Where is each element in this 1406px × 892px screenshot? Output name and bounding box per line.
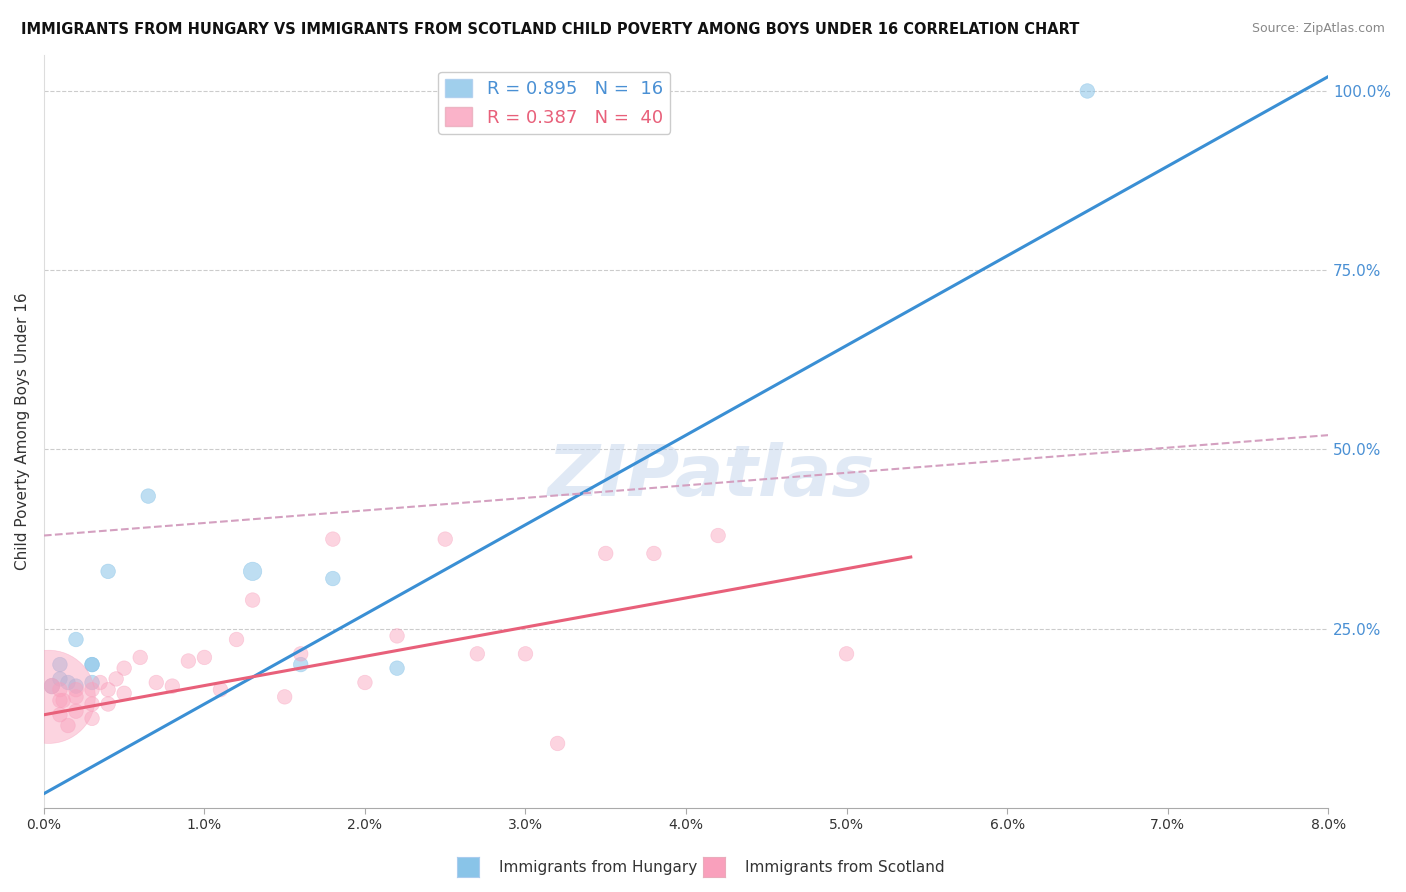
- Point: [65, 704, 87, 718]
- Point: [434, 532, 457, 546]
- Point: [145, 675, 167, 690]
- Point: [515, 647, 537, 661]
- Text: Source: ZipAtlas.com: Source: ZipAtlas.com: [1251, 22, 1385, 36]
- Point: [56, 718, 79, 732]
- Text: Immigrants from Hungary: Immigrants from Hungary: [499, 860, 697, 874]
- Point: [49, 693, 72, 707]
- Point: [595, 546, 617, 560]
- Point: [97, 565, 120, 579]
- Point: [835, 647, 858, 661]
- Point: [112, 661, 135, 675]
- Point: [354, 675, 377, 690]
- Point: [547, 736, 569, 750]
- Text: Immigrants from Scotland: Immigrants from Scotland: [745, 860, 945, 874]
- Point: [49, 707, 72, 722]
- Point: [97, 697, 120, 711]
- Point: [290, 647, 312, 661]
- Point: [41, 679, 63, 693]
- Point: [322, 532, 344, 546]
- Point: [65, 632, 87, 647]
- Point: [49, 657, 72, 672]
- Point: [465, 647, 488, 661]
- Text: ZIPatlas: ZIPatlas: [548, 442, 876, 511]
- Point: [129, 650, 152, 665]
- Point: [162, 679, 184, 693]
- Text: IMMIGRANTS FROM HUNGARY VS IMMIGRANTS FROM SCOTLAND CHILD POVERTY AMONG BOYS UND: IMMIGRANTS FROM HUNGARY VS IMMIGRANTS FR…: [21, 22, 1080, 37]
- Point: [38, 690, 60, 704]
- Point: [193, 650, 215, 665]
- Point: [80, 711, 103, 725]
- Point: [707, 528, 730, 542]
- Point: [49, 672, 72, 686]
- Point: [112, 686, 135, 700]
- Point: [242, 593, 264, 607]
- Point: [65, 682, 87, 697]
- Point: [56, 675, 79, 690]
- Point: [65, 690, 87, 704]
- Point: [41, 679, 63, 693]
- Point: [242, 565, 264, 579]
- Point: [1076, 84, 1098, 98]
- Y-axis label: Child Poverty Among Boys Under 16: Child Poverty Among Boys Under 16: [15, 293, 30, 570]
- Point: [49, 682, 72, 697]
- Point: [322, 572, 344, 586]
- Point: [290, 657, 312, 672]
- Point: [209, 682, 232, 697]
- Point: [80, 657, 103, 672]
- Legend: R = 0.895   N =  16, R = 0.387   N =  40: R = 0.895 N = 16, R = 0.387 N = 40: [439, 71, 671, 134]
- Point: [80, 675, 103, 690]
- Point: [80, 682, 103, 697]
- Point: [136, 489, 159, 503]
- Point: [97, 682, 120, 697]
- Point: [385, 661, 408, 675]
- Point: [177, 654, 200, 668]
- Point: [105, 672, 128, 686]
- Point: [89, 675, 111, 690]
- Point: [80, 697, 103, 711]
- Point: [385, 629, 408, 643]
- Point: [80, 657, 103, 672]
- Point: [643, 546, 665, 560]
- Point: [52, 693, 75, 707]
- Point: [65, 679, 87, 693]
- Point: [273, 690, 295, 704]
- Point: [225, 632, 247, 647]
